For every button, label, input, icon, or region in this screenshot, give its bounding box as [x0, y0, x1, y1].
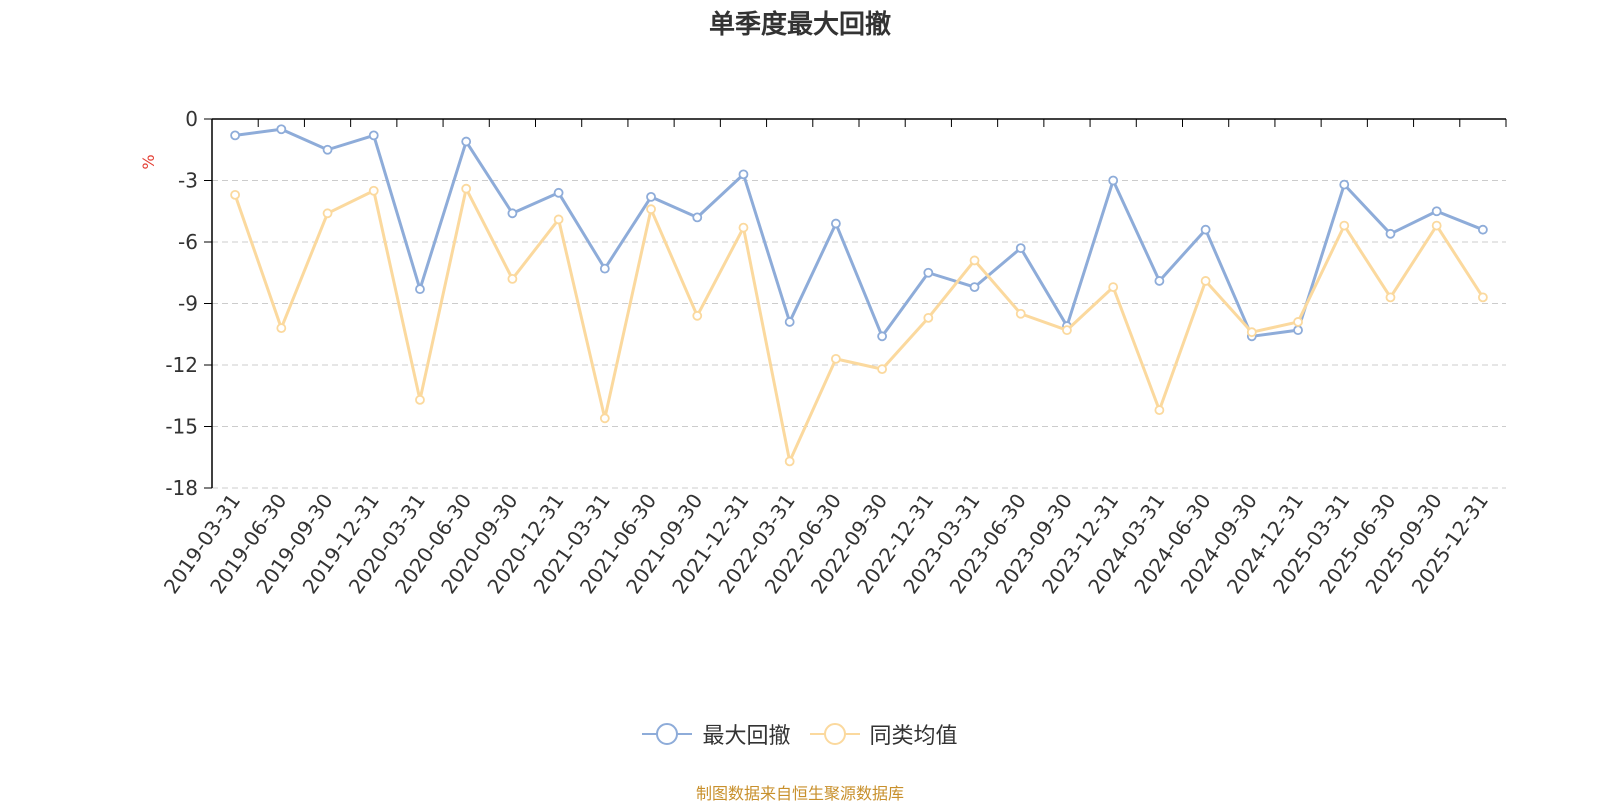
y-tick-label: 0 — [185, 107, 198, 131]
data-point — [1431, 206, 1442, 217]
series-line-max-drawdown — [234, 127, 1484, 338]
data-point — [368, 185, 379, 196]
data-point — [830, 218, 841, 229]
data-point — [553, 214, 564, 225]
data-point — [461, 136, 472, 147]
data-point — [461, 183, 472, 194]
data-point — [553, 187, 564, 198]
data-point — [877, 331, 888, 342]
data-point — [1293, 317, 1303, 327]
data-point — [692, 310, 703, 321]
chart-title: 单季度最大回撤 — [708, 10, 891, 40]
data-point — [646, 204, 656, 215]
data-point — [877, 364, 888, 375]
data-point — [969, 255, 980, 266]
data-point — [1108, 175, 1119, 186]
data-point — [784, 317, 795, 327]
data-point — [1477, 224, 1488, 235]
data-point — [830, 353, 841, 364]
data-point — [738, 169, 749, 180]
legend-item-peer-average[interactable]: 同类均值 — [809, 718, 958, 750]
data-point — [1339, 179, 1350, 190]
data-point — [415, 394, 425, 405]
data-point — [599, 413, 610, 424]
data-point — [1246, 327, 1257, 338]
series-line-peer-average — [233, 187, 1485, 463]
y-axis-label: % — [139, 154, 158, 169]
data-point — [784, 456, 795, 467]
legend-line-icon — [642, 723, 693, 745]
data-point — [692, 212, 703, 223]
y-tick-label: -9 — [178, 292, 198, 316]
data-point — [1477, 292, 1488, 303]
data-point — [1293, 325, 1303, 336]
legend: 最大回撤 同类均值 — [0, 718, 1600, 753]
data-point — [599, 263, 610, 274]
y-tick-label: -3 — [178, 169, 198, 193]
y-tick-label: -15 — [165, 415, 198, 439]
data-point — [923, 267, 934, 278]
data-point — [322, 144, 333, 155]
data-point — [1385, 228, 1396, 239]
legend-label: 同类均值 — [869, 724, 958, 749]
data-point — [923, 312, 934, 323]
data-point — [507, 208, 518, 219]
data-point — [646, 191, 656, 202]
source-note: 制图数据来自恒生聚源数据库 — [695, 784, 904, 803]
y-tick-label: -18 — [165, 476, 198, 500]
data-point — [230, 189, 241, 200]
data-point — [1154, 276, 1165, 286]
y-tick-label: -6 — [178, 230, 198, 254]
data-point — [1108, 282, 1119, 293]
data-point — [507, 273, 518, 284]
legend-line-icon — [809, 723, 860, 745]
data-point — [969, 282, 980, 293]
data-point — [230, 130, 241, 141]
data-point — [738, 222, 749, 233]
data-point — [1062, 325, 1072, 336]
data-point — [368, 130, 379, 141]
data-point — [1154, 405, 1165, 416]
data-point — [1431, 220, 1442, 231]
data-point — [1015, 243, 1026, 254]
data-point — [1015, 308, 1026, 319]
data-point — [1385, 292, 1396, 303]
data-point — [1200, 276, 1211, 286]
data-point — [322, 208, 333, 219]
data-point — [415, 284, 425, 295]
legend-item-max-drawdown[interactable]: 最大回撤 — [642, 718, 791, 750]
series-lines — [230, 124, 1488, 467]
data-point — [276, 323, 287, 334]
y-tick-label: -12 — [165, 353, 198, 377]
data-point — [276, 124, 287, 135]
data-point — [1339, 220, 1350, 231]
legend-label: 最大回撤 — [702, 724, 791, 749]
data-point — [1200, 224, 1211, 235]
